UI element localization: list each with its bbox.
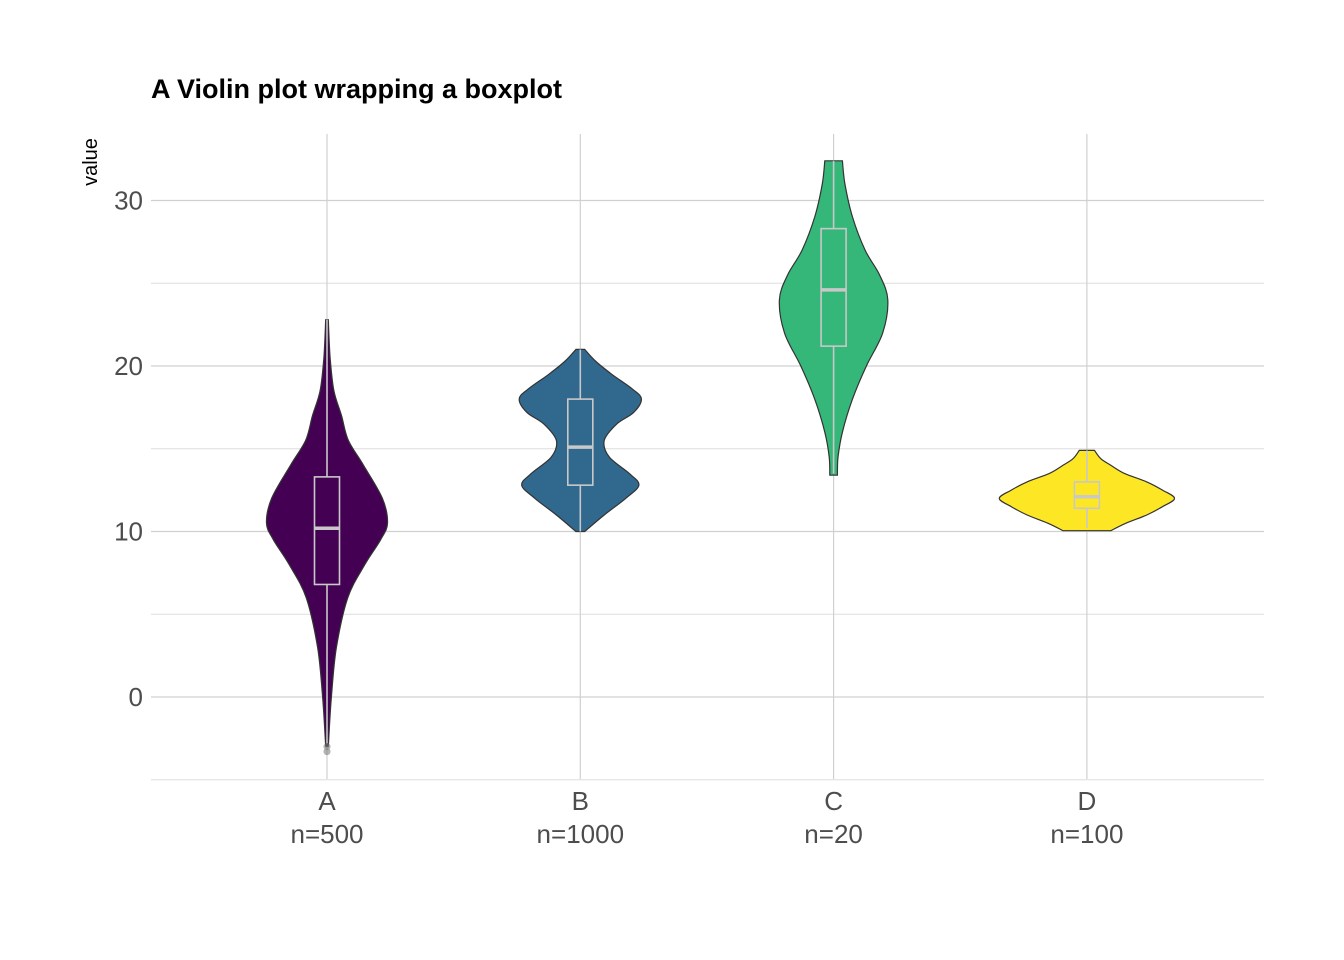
- y-axis-label: value: [80, 138, 102, 186]
- violin-B: [518, 348, 642, 533]
- y-tick-label: 10: [114, 517, 143, 547]
- x-tick-count: n=100: [1050, 819, 1123, 849]
- box: [566, 398, 594, 486]
- boxplot-C: [820, 160, 847, 474]
- boxplots: [313, 160, 1101, 756]
- x-tick-label: D: [1078, 786, 1097, 816]
- x-tick-count: n=500: [290, 819, 363, 849]
- x-axis-ticks: An=500 Bn=1000 Cn=20 Dn=100: [290, 786, 1123, 849]
- violin-A: [265, 319, 389, 748]
- x-tick-count: n=20: [804, 819, 863, 849]
- y-tick-label: 0: [129, 682, 143, 712]
- y-axis-ticks: 0 10 20 30: [114, 186, 143, 713]
- violins: [265, 160, 1176, 748]
- chart-title: A Violin plot wrapping a boxplot: [151, 74, 562, 104]
- violin-C: [778, 160, 889, 476]
- boxplot-B: [566, 349, 594, 532]
- box: [820, 227, 847, 347]
- outlier-point: [323, 743, 331, 751]
- y-tick-label: 30: [114, 186, 143, 216]
- x-tick-label: A: [318, 786, 336, 816]
- x-tick-label: C: [824, 786, 843, 816]
- boxplot-A: [313, 319, 341, 756]
- violin-D: [998, 449, 1176, 532]
- box: [313, 476, 341, 586]
- boxplot-D: [1073, 450, 1101, 529]
- x-tick-count: n=1000: [537, 819, 624, 849]
- y-tick-label: 20: [114, 351, 143, 381]
- outlier-point: [323, 748, 331, 756]
- x-tick-label: B: [572, 786, 589, 816]
